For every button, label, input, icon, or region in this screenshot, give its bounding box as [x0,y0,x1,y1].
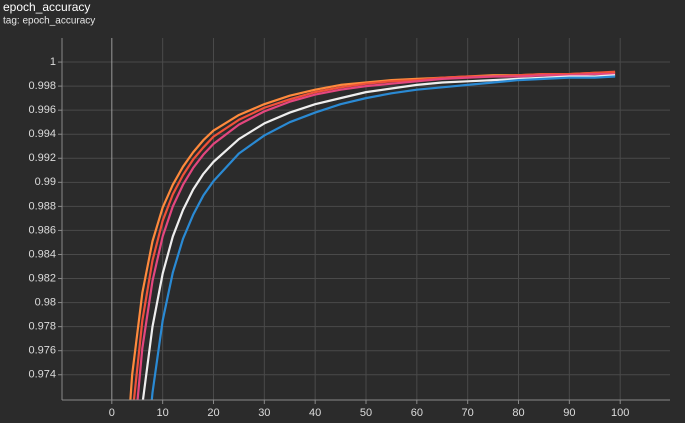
y-tick-label: 0.994 [28,128,56,140]
x-tick-label: 90 [563,407,575,419]
x-tick-label: 30 [258,407,270,419]
x-tick-label: 0 [109,407,115,419]
series-line [150,75,616,400]
y-tick-label: 0.982 [28,272,56,284]
series-line [136,72,616,400]
chart-subtitle: tag: epoch_accuracy [3,16,95,27]
x-tick-label: 70 [462,407,474,419]
x-tick-label: 10 [157,407,169,419]
x-tick-label: 100 [611,407,629,419]
x-tick-label: 50 [360,407,372,419]
y-tick-label: 0.998 [28,80,56,92]
x-tick-label: 60 [411,407,423,419]
y-tick-label: 0.988 [28,200,56,212]
series-line [141,74,616,400]
x-tick-label: 40 [309,407,321,419]
y-tick-label: 0.996 [28,104,56,116]
x-tick-label: 20 [207,407,219,419]
y-tick-label: 0.986 [28,224,56,236]
y-tick-label: 0.984 [28,248,56,260]
y-tick-label: 1 [50,56,56,68]
x-tick-label: 80 [512,407,524,419]
y-tick-label: 0.976 [28,345,56,357]
y-tick-label: 0.978 [28,321,56,333]
y-tick-label: 0.992 [28,152,56,164]
chart-title: epoch_accuracy [3,0,90,14]
y-tick-label: 0.99 [35,176,56,188]
y-tick-label: 0.98 [35,296,56,308]
plot-area [129,70,616,400]
y-tick-label: 0.974 [28,369,56,381]
